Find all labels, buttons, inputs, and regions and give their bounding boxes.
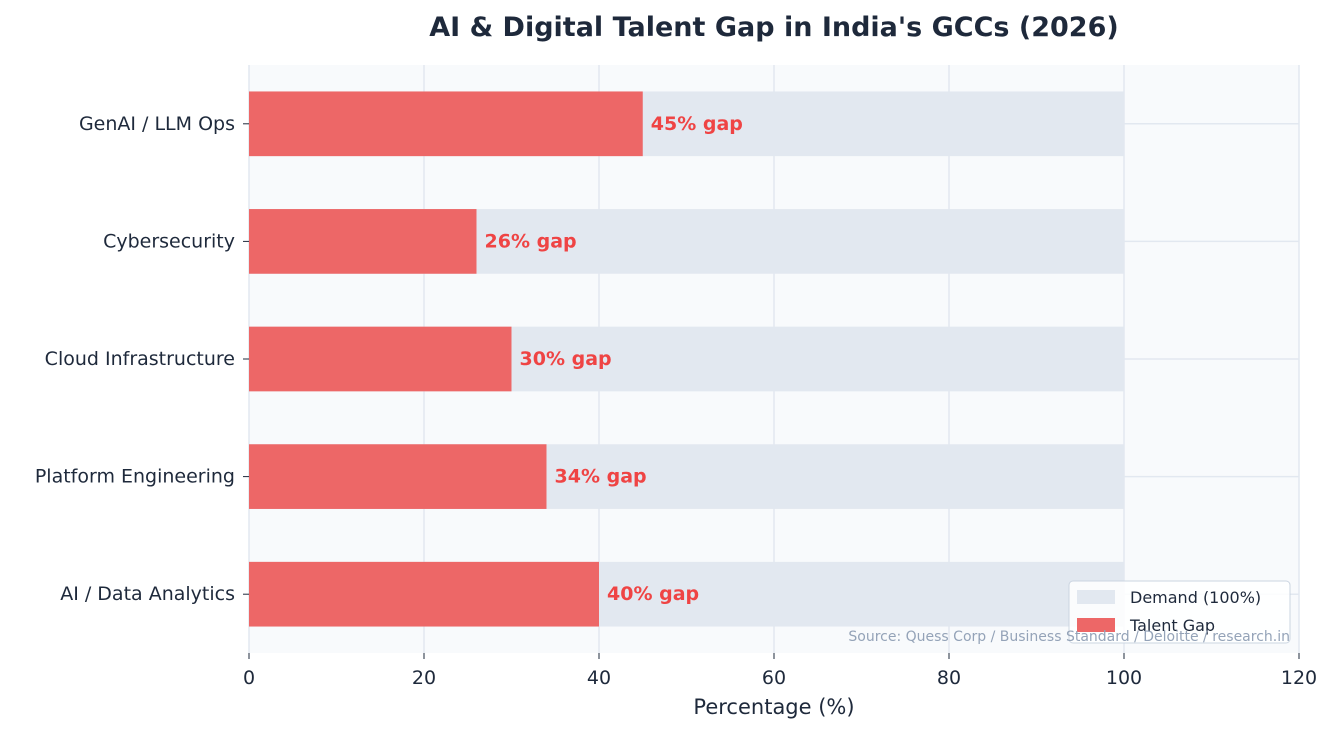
x-tick-label-120: 120 (1281, 667, 1317, 689)
source-note: Source: Quess Corp / Business Standard /… (848, 629, 1290, 645)
bars (249, 91, 1124, 627)
x-tick-label-100: 100 (1106, 667, 1142, 689)
data-labels: 45% gap 26% gap 30% gap 34% gap 40% gap (485, 113, 743, 605)
bar-talent-gap-cybersecurity (249, 209, 477, 274)
legend-label-demand: Demand (100%) (1130, 588, 1261, 607)
category-label-genai-llm-ops: GenAI / LLM Ops (79, 113, 235, 135)
bar-talent-gap-cloud-infrastructure (249, 326, 512, 392)
category-label-ai-data-analytics: AI / Data Analytics (60, 583, 235, 605)
legend-swatch-demand (1077, 590, 1115, 604)
legend-label-talent-gap: Talent Gap (1129, 616, 1215, 635)
category-label-cloud-infrastructure: Cloud Infrastructure (45, 348, 235, 370)
category-label-platform-engineering: Platform Engineering (35, 466, 235, 488)
category-axis: GenAI / LLM Ops Cybersecurity Cloud Infras… (35, 113, 249, 605)
category-label-cybersecurity: Cybersecurity (103, 230, 235, 252)
data-label-ai-data-analytics: 40% gap (607, 583, 699, 605)
x-tick-label-80: 80 (937, 667, 961, 689)
bar-talent-gap-genai-llm-ops (249, 91, 643, 157)
legend: Demand (100%) Talent Gap (1068, 580, 1291, 644)
x-axis-label: Percentage (%) (693, 695, 854, 719)
bar-talent-gap-platform-engineering (249, 444, 547, 509)
bar-talent-gap-ai-data-analytics (249, 561, 599, 627)
x-tick-label-60: 60 (762, 667, 786, 689)
x-tick-label-20: 20 (412, 667, 436, 689)
data-label-platform-engineering: 34% gap (555, 466, 647, 488)
data-label-cloud-infrastructure: 30% gap (520, 348, 612, 370)
chart-title: AI & Digital Talent Gap in India's GCCs … (429, 12, 1118, 43)
legend-swatch-talent-gap (1077, 618, 1115, 632)
value-axis: 0 20 40 60 80 100 120 (243, 653, 1317, 689)
data-label-cybersecurity: 26% gap (485, 230, 577, 252)
x-tick-label-0: 0 (243, 667, 255, 689)
data-label-genai-llm-ops: 45% gap (651, 113, 743, 135)
legend-box (1068, 580, 1291, 644)
x-tick-label-40: 40 (587, 667, 611, 689)
